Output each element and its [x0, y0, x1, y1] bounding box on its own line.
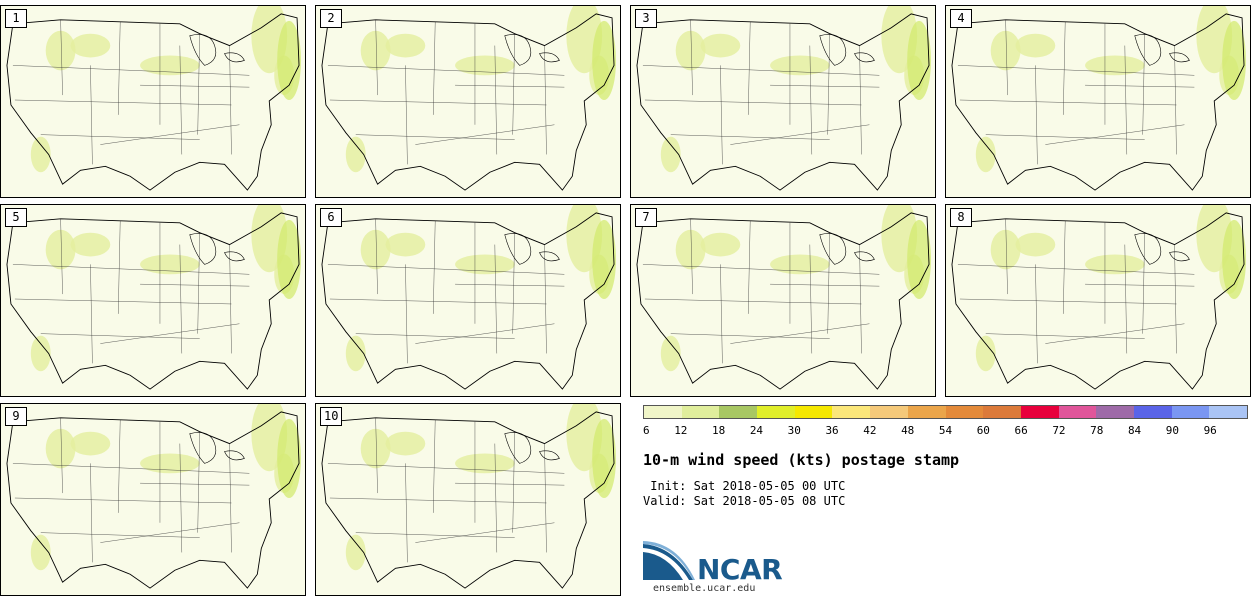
member-label: 2: [320, 9, 342, 28]
us-map-icon: [946, 6, 1250, 197]
colorbar-swatch: [757, 406, 795, 418]
colorbar-tick-label: 66: [1014, 424, 1028, 437]
map-panel-7: 7: [630, 204, 936, 397]
map-panel-10: 10: [315, 403, 621, 596]
colorbar-tick-label: 12: [674, 424, 688, 437]
ncar-logo-icon: [643, 541, 695, 580]
member-label: 8: [950, 208, 972, 227]
us-map-icon: [631, 6, 935, 197]
valid-time: Valid: Sat 2018-05-05 08 UTC: [643, 494, 846, 508]
colorbar-swatch: [1133, 406, 1172, 418]
us-map-icon: [631, 205, 935, 396]
colorbar-tick-label: 96: [1203, 424, 1217, 437]
colorbar-tick-label: 90: [1165, 424, 1179, 437]
map-panel-4: 4: [945, 5, 1251, 198]
colorbar-tick-label: 24: [749, 424, 764, 437]
member-label: 10: [320, 407, 343, 426]
map-panel-3: 3: [630, 5, 936, 198]
plot-title: 10-m wind speed (kts) postage stamp: [643, 451, 960, 469]
ncar-wordmark: NCAR: [697, 553, 783, 586]
colorbar-swatch: [1171, 406, 1210, 418]
colorbar-tick-label: 48: [901, 424, 915, 437]
colorbar-tick-label: 84: [1127, 424, 1142, 437]
map-panel-5: 5: [0, 204, 306, 397]
colorbar-tick-label: 78: [1090, 424, 1104, 437]
colorbar-swatch: [644, 406, 682, 418]
init-time: Init: Sat 2018-05-05 00 UTC: [643, 479, 846, 493]
colorbar-tick-label: 18: [712, 424, 726, 437]
colorbar-tick-label: 36: [825, 424, 839, 437]
us-map-icon: [316, 404, 620, 595]
colorbar-tick-label: 30: [787, 424, 801, 437]
colorbar-swatch: [870, 406, 908, 418]
site-url: ensemble.ucar.edu: [653, 583, 756, 594]
colorbar-swatch: [794, 406, 833, 418]
colorbar-swatch: [832, 406, 871, 418]
colorbar-swatch: [907, 406, 946, 418]
us-map-icon: [316, 205, 620, 396]
map-panel-6: 6: [315, 204, 621, 397]
colorbar-tick-label: 60: [976, 424, 990, 437]
map-panel-2: 2: [315, 5, 621, 198]
colorbar-tick-label: 72: [1052, 424, 1066, 437]
member-label: 7: [635, 208, 657, 227]
colorbar-tick-label: 42: [863, 424, 877, 437]
colorbar-swatch: [719, 406, 758, 418]
map-panel-1: 1: [0, 5, 306, 198]
us-map-icon: [1, 404, 305, 595]
member-label: 4: [950, 9, 972, 28]
us-map-icon: [316, 6, 620, 197]
map-panel-8: 8: [945, 204, 1251, 397]
member-label: 6: [320, 208, 342, 227]
colorbar-tick-label: 54: [938, 424, 953, 437]
us-map-icon: [1, 205, 305, 396]
colorbar-swatch: [1020, 406, 1059, 418]
colorbar-swatch: [983, 406, 1021, 418]
colorbar-swatch: [1209, 406, 1247, 418]
member-label: 5: [5, 208, 27, 227]
member-label: 3: [635, 9, 657, 28]
colorbar-tick-label: 6: [643, 424, 650, 437]
member-label: 1: [5, 9, 27, 28]
colorbar: [643, 405, 1248, 419]
colorbar-swatch: [945, 406, 984, 418]
colorbar-swatch: [1096, 406, 1134, 418]
us-map-icon: [946, 205, 1250, 396]
map-panel-9: 9: [0, 403, 306, 596]
member-label: 9: [5, 407, 27, 426]
us-map-icon: [1, 6, 305, 197]
colorbar-ticks: 6 12 18 24 30 36 42 48 54 60 66 72 78 84 90 96: [643, 424, 1248, 438]
colorbar-swatch: [1058, 406, 1097, 418]
colorbar-swatch: [681, 406, 720, 418]
